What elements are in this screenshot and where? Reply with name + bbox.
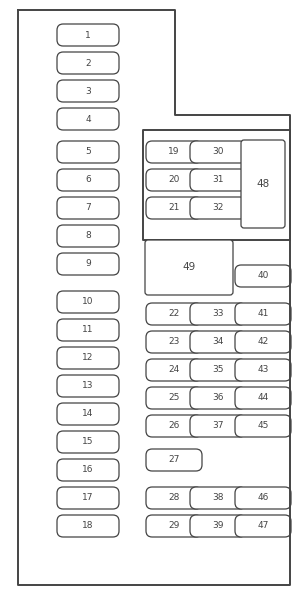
Text: 31: 31 xyxy=(212,175,224,185)
FancyBboxPatch shape xyxy=(57,52,119,74)
FancyBboxPatch shape xyxy=(145,240,233,295)
Text: 44: 44 xyxy=(257,393,269,402)
FancyBboxPatch shape xyxy=(190,487,246,509)
Text: 45: 45 xyxy=(257,422,269,431)
FancyBboxPatch shape xyxy=(146,303,202,325)
Text: 17: 17 xyxy=(82,494,94,503)
Text: 37: 37 xyxy=(212,422,224,431)
Text: 9: 9 xyxy=(85,260,91,269)
FancyBboxPatch shape xyxy=(190,359,246,381)
FancyBboxPatch shape xyxy=(190,515,246,537)
FancyBboxPatch shape xyxy=(190,303,246,325)
FancyBboxPatch shape xyxy=(146,197,202,219)
FancyBboxPatch shape xyxy=(235,265,291,287)
FancyBboxPatch shape xyxy=(146,387,202,409)
Text: 11: 11 xyxy=(82,325,94,335)
FancyBboxPatch shape xyxy=(57,197,119,219)
Text: 24: 24 xyxy=(168,365,180,374)
Text: 27: 27 xyxy=(168,456,180,465)
Text: 1: 1 xyxy=(85,30,91,39)
Text: 25: 25 xyxy=(168,393,180,402)
FancyBboxPatch shape xyxy=(57,487,119,509)
Text: 30: 30 xyxy=(212,148,224,157)
Text: 10: 10 xyxy=(82,298,94,307)
Text: 39: 39 xyxy=(212,522,224,531)
FancyBboxPatch shape xyxy=(57,80,119,102)
FancyBboxPatch shape xyxy=(235,487,291,509)
FancyBboxPatch shape xyxy=(57,403,119,425)
FancyBboxPatch shape xyxy=(57,347,119,369)
Text: 28: 28 xyxy=(168,494,180,503)
FancyBboxPatch shape xyxy=(146,487,202,509)
FancyBboxPatch shape xyxy=(235,387,291,409)
FancyBboxPatch shape xyxy=(190,415,246,437)
Text: 14: 14 xyxy=(82,410,94,419)
FancyBboxPatch shape xyxy=(57,108,119,130)
Text: 20: 20 xyxy=(168,175,180,185)
Text: 19: 19 xyxy=(168,148,180,157)
FancyBboxPatch shape xyxy=(57,141,119,163)
FancyBboxPatch shape xyxy=(57,225,119,247)
FancyBboxPatch shape xyxy=(146,359,202,381)
Text: 49: 49 xyxy=(182,263,196,272)
Text: 34: 34 xyxy=(212,338,224,347)
Bar xyxy=(143,130,290,240)
Text: 6: 6 xyxy=(85,175,91,185)
FancyBboxPatch shape xyxy=(146,141,202,163)
Text: 21: 21 xyxy=(168,203,180,212)
FancyBboxPatch shape xyxy=(235,515,291,537)
Text: 33: 33 xyxy=(212,310,224,318)
Text: 40: 40 xyxy=(257,272,269,281)
FancyBboxPatch shape xyxy=(57,24,119,46)
FancyBboxPatch shape xyxy=(190,141,246,163)
FancyBboxPatch shape xyxy=(146,169,202,191)
Text: 13: 13 xyxy=(82,382,94,390)
Text: 12: 12 xyxy=(82,353,94,362)
FancyBboxPatch shape xyxy=(57,169,119,191)
FancyBboxPatch shape xyxy=(190,169,246,191)
Text: 5: 5 xyxy=(85,148,91,157)
FancyBboxPatch shape xyxy=(57,319,119,341)
Text: 48: 48 xyxy=(256,179,270,189)
Text: 7: 7 xyxy=(85,203,91,212)
FancyBboxPatch shape xyxy=(57,375,119,397)
Text: 2: 2 xyxy=(85,59,91,68)
Text: 29: 29 xyxy=(168,522,180,531)
FancyBboxPatch shape xyxy=(57,253,119,275)
FancyBboxPatch shape xyxy=(146,515,202,537)
FancyBboxPatch shape xyxy=(190,331,246,353)
Text: 41: 41 xyxy=(257,310,269,318)
FancyBboxPatch shape xyxy=(235,303,291,325)
Text: 22: 22 xyxy=(168,310,180,318)
FancyBboxPatch shape xyxy=(146,415,202,437)
FancyBboxPatch shape xyxy=(146,449,202,471)
FancyBboxPatch shape xyxy=(190,387,246,409)
FancyBboxPatch shape xyxy=(57,515,119,537)
FancyBboxPatch shape xyxy=(235,359,291,381)
Text: 8: 8 xyxy=(85,232,91,241)
Text: 42: 42 xyxy=(257,338,269,347)
Text: 35: 35 xyxy=(212,365,224,374)
FancyBboxPatch shape xyxy=(146,331,202,353)
Text: 15: 15 xyxy=(82,437,94,446)
FancyBboxPatch shape xyxy=(57,291,119,313)
Text: 16: 16 xyxy=(82,465,94,474)
Text: 32: 32 xyxy=(212,203,224,212)
Text: 4: 4 xyxy=(85,114,91,123)
Text: 36: 36 xyxy=(212,393,224,402)
FancyBboxPatch shape xyxy=(241,140,285,228)
Text: 43: 43 xyxy=(257,365,269,374)
Text: 18: 18 xyxy=(82,522,94,531)
Text: 47: 47 xyxy=(257,522,269,531)
FancyBboxPatch shape xyxy=(57,431,119,453)
FancyBboxPatch shape xyxy=(57,459,119,481)
Text: 23: 23 xyxy=(168,338,180,347)
FancyBboxPatch shape xyxy=(235,415,291,437)
FancyBboxPatch shape xyxy=(235,331,291,353)
Text: 26: 26 xyxy=(168,422,180,431)
Text: 38: 38 xyxy=(212,494,224,503)
FancyBboxPatch shape xyxy=(190,197,246,219)
Text: 46: 46 xyxy=(257,494,269,503)
Text: 3: 3 xyxy=(85,87,91,96)
